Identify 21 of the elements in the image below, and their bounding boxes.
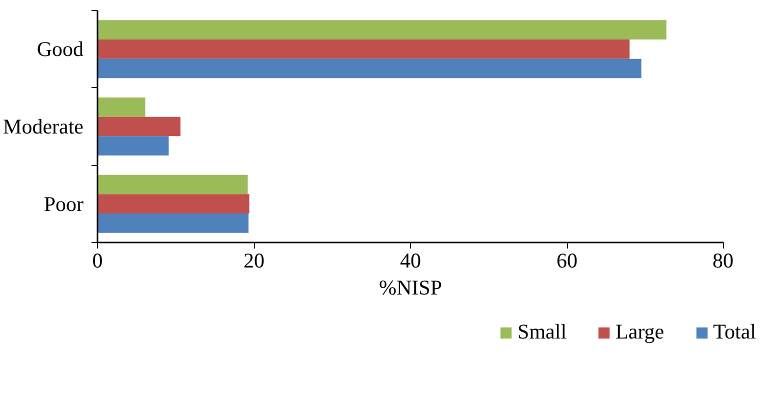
bar [98, 20, 666, 40]
x-tick-label: 80 [712, 248, 734, 272]
bar [98, 136, 169, 156]
x-tick-label: 0 [92, 248, 103, 272]
bar [98, 174, 248, 194]
bar [98, 40, 630, 59]
legend-label: Small [518, 320, 567, 344]
legend-label: Large [616, 320, 664, 344]
bar [98, 58, 642, 78]
bar [98, 214, 249, 233]
legend-label: Total [713, 320, 756, 344]
x-tick-label: 60 [556, 248, 578, 272]
x-tick-label: 40 [400, 248, 421, 272]
bar [98, 116, 180, 136]
y-tick-label: Moderate [3, 114, 84, 138]
y-tick-label: Poor [44, 192, 84, 216]
x-tick-label: 20 [244, 248, 264, 272]
bar [98, 98, 146, 117]
y-tick-label: Good [36, 37, 84, 62]
x-axis-title: %NISP [378, 276, 442, 300]
bar [98, 194, 250, 214]
